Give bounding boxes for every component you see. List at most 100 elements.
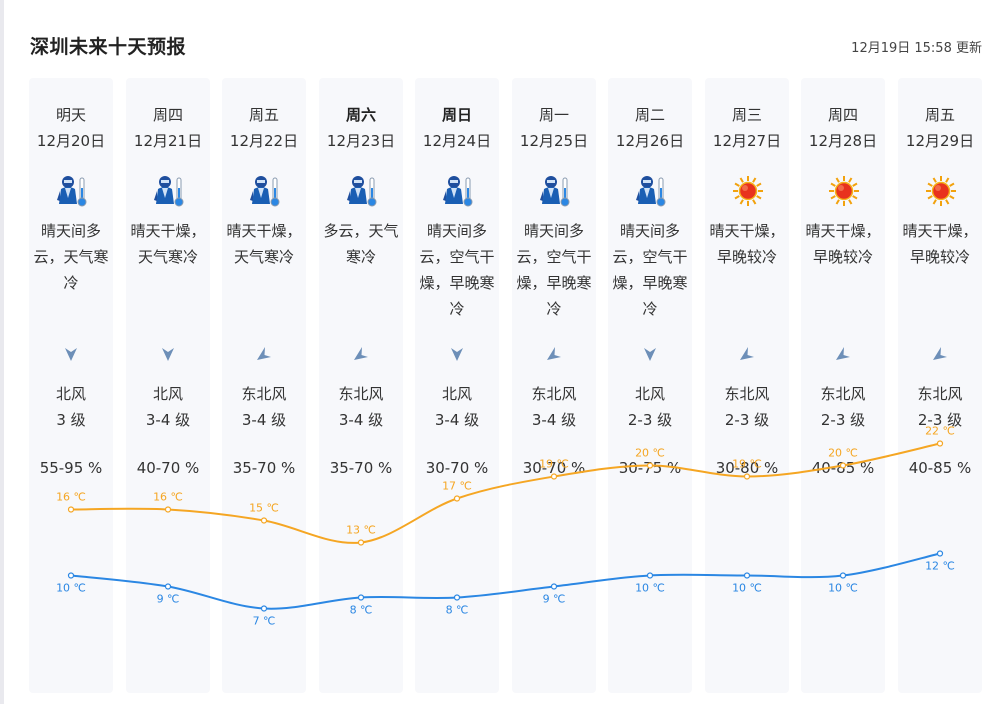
low-temperature-point <box>453 594 461 601</box>
south-arrow-icon <box>449 346 465 362</box>
description-line: 寒冷 <box>345 248 376 266</box>
cold-icon <box>442 174 474 208</box>
description-line: 云，天气寒 <box>33 248 109 266</box>
low-temperature-label: 10 ℃ <box>732 582 762 595</box>
day-name: 周四 <box>827 106 858 124</box>
day-column: 周二 12月26日 晴天间多 云，空气干 燥，早晚寒冷北风 2-3 级 30-75 % <box>608 78 692 693</box>
high-temperature-point <box>839 462 847 469</box>
wind-level: 2-3 级 <box>820 411 866 429</box>
forecast-columns: 明天 12月20日 晴天间多 云，天气寒冷北风 3 级 55-95 % 周四 12月21日 晴天… <box>29 78 982 693</box>
day-date: 12月21日 <box>133 132 203 150</box>
high-temperature-label: 16 ℃ <box>153 491 183 504</box>
humidity-range: 30-70 % <box>522 459 586 477</box>
day-column: 周三 12月27日 晴天干燥， 早晚较冷 东北风 2-3 级 30-80 % <box>705 78 789 693</box>
day-name: 周五 <box>248 106 279 124</box>
wind-direction: 东北风 <box>917 385 963 403</box>
weather-description: 晴天间多云，天气寒冷 <box>31 218 111 296</box>
wind-direction: 东北风 <box>338 385 384 403</box>
description-line: 晴天间多 <box>40 222 101 240</box>
day-date: 12月23日 <box>326 132 396 150</box>
south-arrow-icon <box>63 346 79 362</box>
southwest-arrow-icon <box>835 346 851 362</box>
cold-icon <box>153 174 185 208</box>
description-line: 晴天干燥， <box>130 222 206 240</box>
wind-direction: 北风 <box>441 385 472 403</box>
high-temperature-point <box>67 506 75 513</box>
day-name: 周三 <box>731 106 762 124</box>
cold-icon <box>635 174 667 208</box>
southwest-arrow-icon <box>932 346 948 362</box>
low-temperature-line <box>70 552 941 610</box>
low-temperature-label: 10 ℃ <box>828 582 858 595</box>
description-line: 燥，早晚寒 <box>419 274 495 292</box>
high-temperature-label: 13 ℃ <box>346 524 376 537</box>
cold-icon <box>249 174 281 208</box>
wind-level: 2-3 级 <box>917 411 963 429</box>
description-line: 燥，早晚寒 <box>612 274 688 292</box>
low-temperature-label: 8 ℃ <box>350 604 373 617</box>
description-line: 天气寒冷 <box>137 248 198 266</box>
temperature-chart: 16 ℃ 16 ℃ 15 ℃ 13 ℃ 17 ℃ 19 ℃ 20 ℃ 19 ℃ 20 ℃ 22 ℃… <box>56 425 955 628</box>
wind-level: 3-4 级 <box>241 411 287 429</box>
day-date: 12月29日 <box>905 132 975 150</box>
high-temperature-label: 19 ℃ <box>732 458 762 471</box>
description-line: 多云，天气 <box>323 222 399 240</box>
high-temperature-point <box>936 440 944 447</box>
low-temperature-point <box>936 550 944 557</box>
description-line: 冷 <box>546 300 562 318</box>
humidity-range: 30-80 % <box>715 459 779 477</box>
wind-level: 3-4 级 <box>338 411 384 429</box>
low-temperature-label: 10 ℃ <box>56 582 86 595</box>
high-temperature-point <box>357 539 365 546</box>
weather-description: 晴天间多 云，空气干 燥，早晚寒冷 <box>514 218 594 322</box>
low-temperature-label: 7 ℃ <box>253 615 276 628</box>
low-temperature-point <box>260 605 268 612</box>
description-line: 冷 <box>63 274 79 292</box>
south-arrow-icon <box>160 346 176 362</box>
high-temperature-label: 20 ℃ <box>635 447 665 460</box>
update-timestamp: 12月19日 15:58 更新 <box>851 41 982 56</box>
day-date: 12月22日 <box>229 132 299 150</box>
high-temperature-label: 22 ℃ <box>925 425 955 438</box>
description-line: 天气寒冷 <box>233 248 294 266</box>
high-temperature-label: 17 ℃ <box>442 480 472 493</box>
high-temperature-point <box>646 462 654 469</box>
humidity-range: 55-95 % <box>39 459 103 477</box>
day-name: 周六 <box>345 106 376 124</box>
day-date: 12月28日 <box>808 132 878 150</box>
day-name: 周四 <box>152 106 183 124</box>
description-line: 冷 <box>642 300 658 318</box>
wind-direction: 东北风 <box>241 385 287 403</box>
high-temperature-label: 19 ℃ <box>539 458 569 471</box>
high-temperature-label: 16 ℃ <box>56 491 86 504</box>
day-name: 明天 <box>55 106 86 124</box>
wind-direction: 东北风 <box>531 385 577 403</box>
day-name: 周二 <box>634 106 665 124</box>
low-temperature-point <box>743 572 751 579</box>
low-temperature-point <box>550 583 558 590</box>
low-temperature-point <box>164 583 172 590</box>
description-line: 晴天间多 <box>523 222 584 240</box>
day-column: 周五 12月22日 晴天干燥， 天气寒冷 东北风 3-4 级 35-70 % <box>222 78 306 693</box>
wind-level: 3 级 <box>56 411 86 429</box>
cold-icon <box>56 174 88 208</box>
high-temperature-label: 15 ℃ <box>249 502 279 515</box>
wind-direction: 北风 <box>152 385 183 403</box>
weather-description: 晴天干燥， 天气寒冷 <box>224 218 304 270</box>
southwest-arrow-icon <box>353 346 369 362</box>
high-temperature-line <box>70 442 941 544</box>
cold-icon <box>539 174 571 208</box>
low-temperature-label: 12 ℃ <box>925 560 955 573</box>
low-temperature-label: 10 ℃ <box>635 582 665 595</box>
humidity-range: 40-70 % <box>136 459 200 477</box>
weather-description: 晴天干燥， 早晚较冷 <box>900 218 980 270</box>
description-line: 早晚较冷 <box>812 248 873 266</box>
wind-direction: 东北风 <box>820 385 866 403</box>
wind-level: 3-4 级 <box>531 411 577 429</box>
description-line: 晴天干燥， <box>902 222 978 240</box>
wind-direction: 东北风 <box>724 385 770 403</box>
day-name: 周日 <box>441 106 472 124</box>
day-date: 12月27日 <box>712 132 782 150</box>
weather-description: 晴天间多 云，空气干 燥，早晚寒冷 <box>610 218 690 322</box>
weather-description: 多云，天气寒冷 <box>321 218 401 270</box>
